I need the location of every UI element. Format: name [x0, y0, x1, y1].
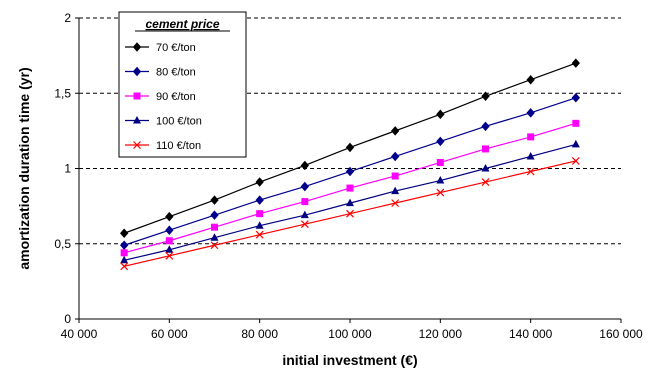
legend-marker [133, 92, 141, 100]
x-tick-label: 120 000 [419, 327, 463, 341]
series-group [120, 58, 580, 271]
legend-item: 90 €/ton [125, 91, 196, 103]
axes [75, 17, 622, 323]
y-tick-label: 2 [64, 11, 71, 25]
y-axis-label: amortization duration time (yr) [16, 67, 32, 269]
legend-items: 70 €/ton 80 €/ton 90 €/ton 100 €/ton 110 €/t… [125, 42, 202, 152]
legend-item: 70 €/ton [125, 42, 196, 54]
y-tick-label: 1 [64, 162, 71, 176]
data-point [345, 166, 355, 177]
data-point [526, 167, 535, 176]
data-point [255, 221, 264, 229]
data-point [391, 172, 399, 180]
data-point [481, 121, 490, 132]
data-point [210, 210, 219, 220]
legend: cement price 70 €/ton 80 €/ton 90 €/ton 100… [118, 11, 247, 158]
x-tick-label: 80 000 [241, 327, 278, 341]
series-5 [120, 157, 580, 271]
data-point [211, 223, 218, 231]
data-point [255, 195, 264, 205]
data-point [301, 198, 309, 206]
data-point [436, 176, 445, 184]
data-point [165, 237, 173, 245]
data-point [346, 209, 354, 218]
series-1 [120, 58, 580, 238]
legend-marker [133, 116, 141, 124]
data-point [165, 251, 174, 260]
legend-marker [132, 66, 142, 77]
data-point [572, 119, 580, 127]
data-point [345, 142, 355, 153]
data-point [436, 109, 445, 120]
data-point [120, 228, 129, 238]
series-3 [120, 119, 580, 257]
data-point [300, 181, 309, 192]
data-point [300, 220, 309, 229]
x-tick-label: 160 000 [599, 327, 643, 341]
data-point [120, 249, 128, 257]
x-axis-label: initial investment (€) [282, 352, 417, 368]
data-point [391, 199, 400, 208]
x-tick-label: 100 000 [328, 327, 372, 341]
legend-item: 110 €/ton [125, 140, 201, 152]
data-point [571, 93, 580, 103]
data-point [346, 184, 354, 192]
y-tick-label: 1,5 [54, 86, 71, 100]
legend-label: 80 €/ton [156, 67, 196, 79]
data-point [391, 151, 400, 162]
data-point [526, 151, 535, 160]
grid-lines [79, 17, 621, 245]
x-tick-labels: 40 000 60 000 80 000 100 000 120 000 140 000 1… [61, 327, 643, 341]
series-4 [120, 139, 580, 264]
legend-marker [132, 42, 142, 52]
legend-label: 110 €/ton [156, 140, 201, 152]
y-tick-labels: 0 0,5 1 1,5 2 [54, 11, 71, 326]
legend-item: 80 €/ton [125, 67, 196, 79]
legend-item: 100 €/ton [125, 116, 202, 128]
data-point [346, 198, 354, 207]
legend-marker [133, 141, 141, 149]
data-point [436, 136, 445, 147]
data-point [120, 255, 129, 264]
data-point [481, 164, 490, 172]
data-point [255, 177, 264, 187]
x-tick-label: 40 000 [61, 327, 98, 341]
data-point [165, 245, 174, 253]
legend-label: 90 €/ton [156, 91, 196, 103]
data-point [436, 158, 444, 166]
data-point [210, 233, 219, 241]
data-point [120, 262, 129, 271]
legend-title: cement price [145, 17, 219, 31]
data-point [391, 126, 400, 136]
data-point [165, 225, 174, 235]
data-point [436, 188, 445, 197]
x-tick-label: 140 000 [509, 327, 553, 341]
data-point [256, 210, 264, 218]
data-point [571, 157, 580, 165]
data-point [300, 210, 309, 219]
data-point [526, 74, 535, 85]
legend-label: 100 €/ton [156, 116, 202, 128]
data-point [255, 230, 264, 239]
data-point [120, 240, 129, 251]
data-point [482, 145, 489, 153]
data-point [165, 211, 174, 222]
y-tick-label: 0,5 [54, 237, 71, 251]
x-tick-label: 60 000 [151, 327, 188, 341]
series-2 [120, 93, 580, 251]
data-point [210, 241, 219, 250]
legend-box [118, 11, 247, 158]
data-point [571, 139, 580, 148]
data-point [481, 178, 490, 186]
data-point [481, 91, 490, 102]
data-point [391, 186, 400, 195]
data-point [526, 108, 535, 118]
data-point [571, 58, 580, 68]
y-tick-label: 0 [64, 312, 71, 326]
data-point [300, 160, 309, 171]
data-point [527, 133, 535, 141]
legend-label: 70 €/ton [156, 42, 196, 54]
data-point [210, 195, 219, 205]
